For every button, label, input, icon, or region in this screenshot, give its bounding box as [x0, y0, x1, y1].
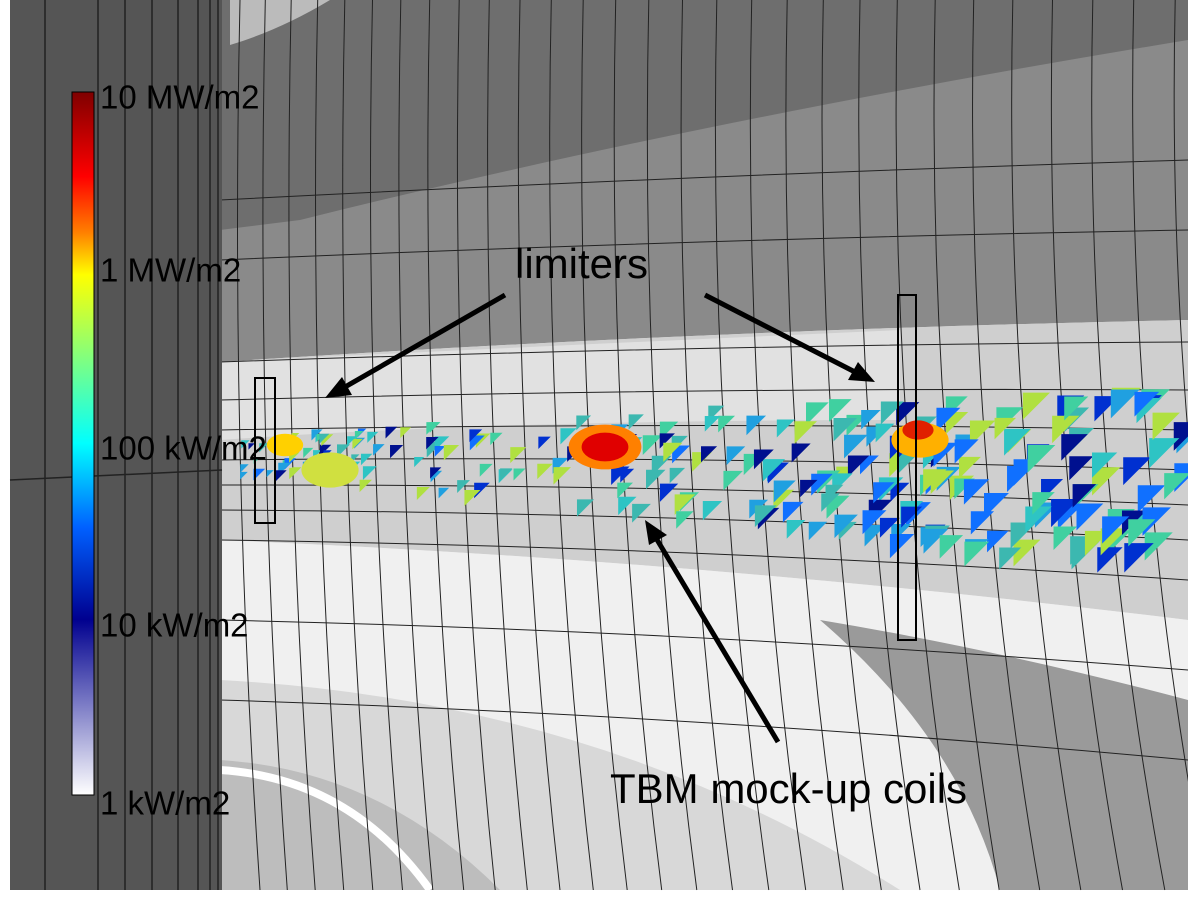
- heat-peak: [267, 434, 303, 456]
- heat-peak: [902, 420, 933, 439]
- heat-peak: [582, 433, 629, 462]
- colorbar-label: 100 kW/m2: [100, 430, 267, 467]
- figure: 10 MW/m2 1 MW/m2 100 kW/m2 10 kW/m2 1 kW…: [0, 0, 1188, 898]
- annotation: TBM mock-up coils: [610, 765, 967, 812]
- colorbar-label: 1 kW/m2: [100, 785, 230, 822]
- annotation: limiters: [515, 240, 648, 287]
- colorbar-label: 10 kW/m2: [100, 607, 249, 644]
- colorbar: [72, 92, 94, 795]
- colorbar-label: 1 MW/m2: [100, 252, 241, 289]
- heat-peak: [301, 452, 358, 487]
- colorbar-label: 10 MW/m2: [100, 79, 260, 116]
